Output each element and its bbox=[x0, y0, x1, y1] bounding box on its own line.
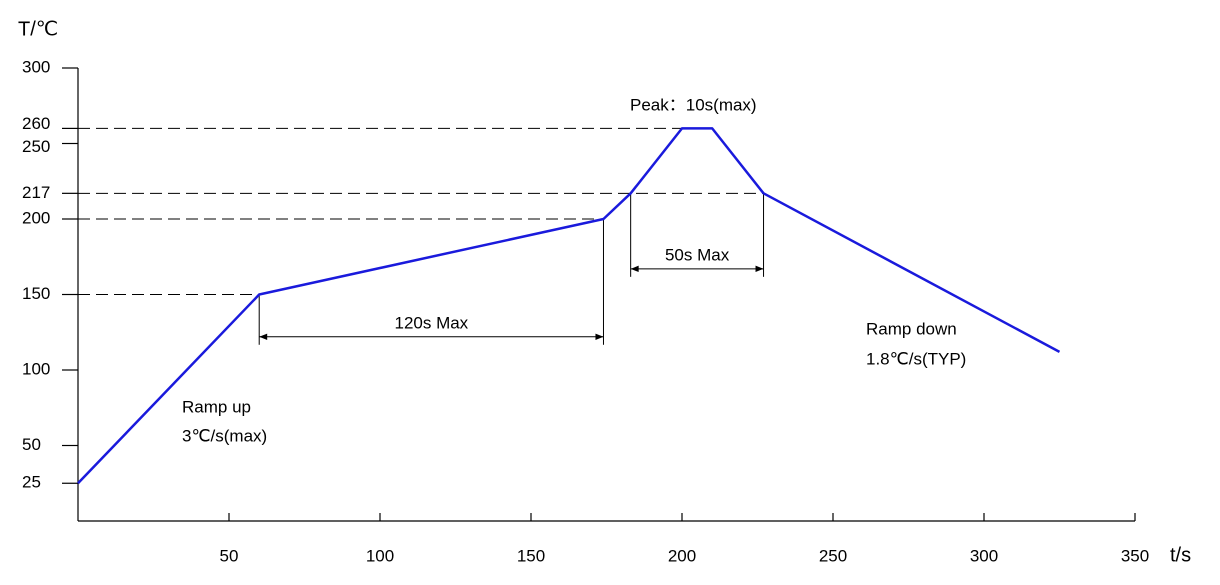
annotation: 3℃/s(max) bbox=[182, 426, 267, 445]
y-tick-label: 300 bbox=[22, 57, 50, 76]
x-tick-label: 50 bbox=[220, 546, 239, 565]
dimension-label: 50s Max bbox=[665, 245, 730, 264]
y-tick-label: 217 bbox=[22, 183, 50, 202]
line-series bbox=[77, 127, 1061, 485]
dimension-label: 120s Max bbox=[394, 313, 468, 332]
annotation: Ramp up bbox=[182, 397, 251, 416]
annotation: Ramp down bbox=[866, 319, 957, 338]
x-tick-label: 250 bbox=[819, 546, 847, 565]
y-tick-label: 100 bbox=[22, 359, 50, 378]
y-tick-label: 25 bbox=[22, 473, 41, 492]
y-tick-label: 260 bbox=[22, 114, 50, 133]
y-tick-label: 250 bbox=[22, 137, 50, 156]
x-tick-label: 300 bbox=[970, 546, 998, 565]
y-axis-label: T/℃ bbox=[18, 18, 58, 40]
annotation: Peak：10s(max) bbox=[630, 95, 757, 114]
y-tick-label: 50 bbox=[22, 435, 41, 454]
x-tick-label: 200 bbox=[668, 546, 696, 565]
x-tick-label: 350 bbox=[1121, 546, 1149, 565]
x-axis-label: t/s bbox=[1170, 544, 1191, 566]
x-tick-label: 100 bbox=[366, 546, 394, 565]
annotation: 1.8℃/s(TYP) bbox=[866, 349, 966, 368]
y-tick-label: 200 bbox=[22, 208, 50, 227]
y-tick-label: 150 bbox=[22, 284, 50, 303]
x-tick-label: 150 bbox=[517, 546, 545, 565]
